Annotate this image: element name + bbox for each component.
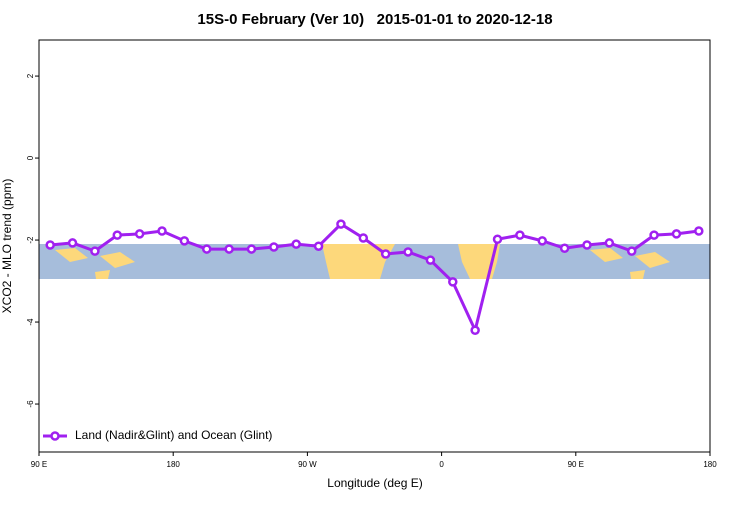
marker [537,236,547,246]
y-tick-label: -6 [26,400,35,408]
marker [425,255,436,265]
chart-title: 15S-0 February (Ver 10) 2015-01-01 to 20… [197,11,552,28]
marker [179,236,190,246]
x-tick-label: 90 W [298,460,317,469]
marker [403,247,413,257]
marker [604,238,615,248]
marker [559,243,570,254]
plot-frame [38,39,711,453]
marker [626,246,637,256]
y-tick-label: 0 [26,155,35,160]
x-axis-label: Longitude (deg E) [327,476,422,490]
marker [358,233,369,243]
marker [224,244,234,254]
marker [448,277,458,287]
marker [336,219,346,229]
y-tick-label: -2 [26,236,35,244]
x-tick-label: 0 [439,460,444,469]
legend-marker [50,431,60,441]
x-tick-label: 180 [703,460,717,469]
x-tick-label: 90 E [568,460,584,469]
x-tick-label: 90 E [31,460,47,469]
marker [313,241,324,251]
marker [157,226,167,236]
marker [134,229,145,239]
marker [470,325,480,335]
marker [246,244,257,254]
marker [90,246,100,256]
marker [202,244,212,254]
marker [515,230,525,240]
y-axis-label: XCO2 - MLO trend (ppm) [0,179,14,314]
map-strip [39,244,710,279]
marker [67,238,78,248]
marker [269,242,279,252]
marker [582,240,592,250]
marker [649,230,659,240]
marker [112,230,123,240]
marker [380,249,391,259]
y-tick-label: 2 [26,73,35,78]
marker [291,239,301,249]
marker [694,226,704,236]
legend-label: Land (Nadir&Glint) and Ocean (Glint) [75,428,272,442]
marker [492,234,503,244]
marker [671,229,682,239]
y-tick-label: -4 [26,318,35,326]
marker [45,240,55,250]
x-tick-label: 180 [167,460,181,469]
